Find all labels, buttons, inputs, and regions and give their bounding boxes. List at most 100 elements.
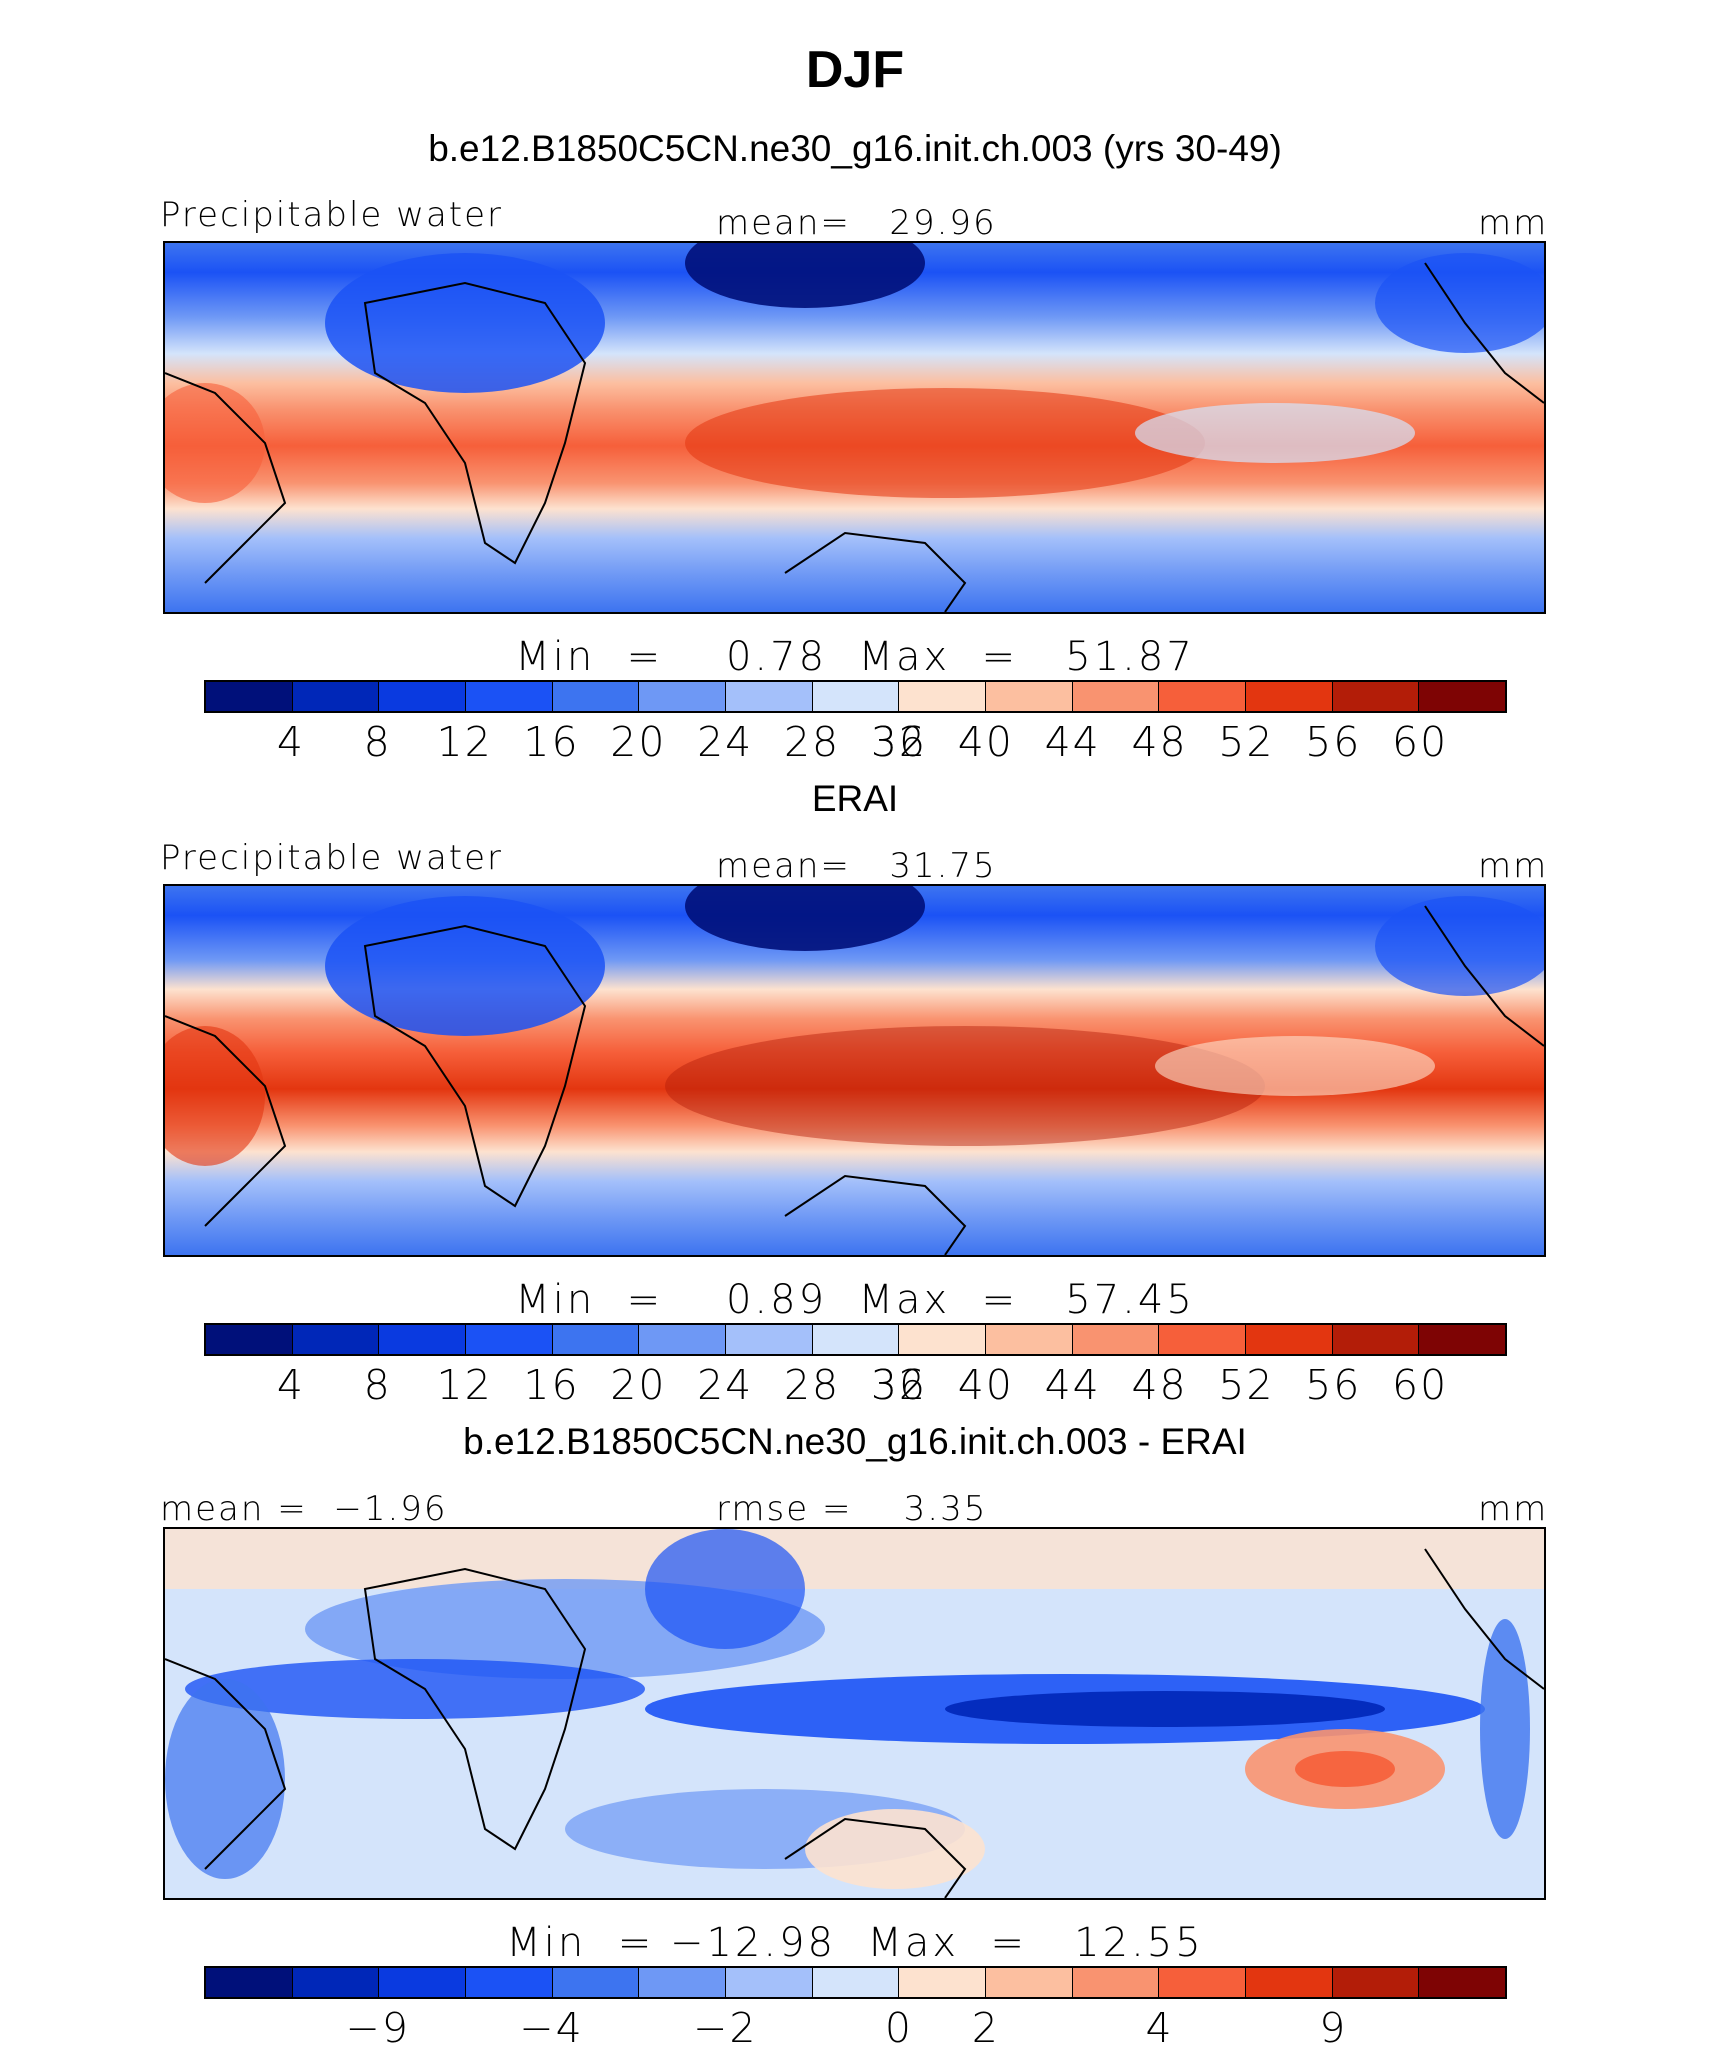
colorbar-tick-label: 9 — [1319, 2004, 1348, 2052]
colorbar-tick-label: 16 — [523, 718, 580, 766]
colorbar-tick-label: 4 — [276, 718, 305, 766]
panel-3-subtitle: b.e12.B1850C5CN.ne30_g16.init.ch.003 - E… — [463, 1421, 1247, 1462]
colorbar-segment — [1419, 682, 1506, 711]
colorbar-tick-label: 12 — [436, 718, 493, 766]
colorbar-segment — [812, 682, 900, 711]
colorbar-segment — [466, 1968, 553, 1997]
colorbar-segment — [1072, 682, 1160, 711]
colorbar-segment — [466, 1325, 553, 1354]
colorbar-tick-label: 52 — [1218, 1361, 1275, 1409]
colorbar-segment — [292, 1968, 380, 1997]
colorbar-segment — [726, 682, 813, 711]
colorbar-segment — [726, 1325, 813, 1354]
colorbar-segment — [552, 1968, 640, 1997]
colorbar-segment — [379, 682, 467, 711]
colorbar-segment — [1419, 1968, 1506, 1997]
colorbar-tick-label: 56 — [1305, 1361, 1362, 1409]
colorbar-segment — [1246, 1968, 1333, 1997]
colorbar-tick-label: 32 — [870, 1361, 928, 1409]
colorbar-tick-label: 8 — [363, 718, 392, 766]
colorbar-tick-label: 60 — [1392, 1361, 1449, 1409]
colorbar-segment — [899, 682, 987, 711]
panel-2-min-max: Min = 0.89 Max = 57.45 — [515, 1277, 1195, 1323]
colorbar-tick-label: 48 — [1131, 1361, 1188, 1409]
colorbar-segment — [1072, 1325, 1160, 1354]
colorbar-tick-label: 0 — [884, 2004, 913, 2052]
colorbar-tick-label: 44 — [1044, 1361, 1101, 1409]
colorbar-tick-label: 28 — [783, 1361, 841, 1409]
colorbar-tick-label: 40 — [957, 1361, 1014, 1409]
colorbar-tick-label: 56 — [1305, 718, 1362, 766]
colorbar-tick-label: 24 — [697, 1361, 754, 1409]
colorbar-segment — [552, 682, 640, 711]
panel-3-map — [163, 1527, 1546, 1900]
figure-title: DJF — [805, 41, 905, 99]
panel-1-subtitle: b.e12.B1850C5CN.ne30_g16.init.ch.003 (yr… — [428, 128, 1282, 169]
colorbar-segment — [206, 1968, 293, 1997]
colorbar-segment — [639, 682, 727, 711]
panel-3-min-max: Min = −12.98 Max = 12.55 — [506, 1920, 1204, 1966]
colorbar-tick-label: 28 — [783, 718, 841, 766]
panel-3-mean-label: mean = −1.96 — [160, 1489, 448, 1529]
colorbar-segment — [639, 1968, 727, 1997]
panel-2-colorbar — [204, 1323, 1507, 1356]
panel-3-units-label: mm — [1478, 1489, 1549, 1529]
panel-1-min-max: Min = 0.78 Max = 51.87 — [515, 634, 1195, 680]
colorbar-segment — [1419, 1325, 1506, 1354]
colorbar-segment — [206, 682, 293, 711]
colorbar-segment — [1072, 1968, 1160, 1997]
panel-2-mean-label: mean= 31.75 — [716, 846, 997, 886]
colorbar-tick-label: −9 — [345, 2004, 410, 2052]
colorbar-segment — [986, 682, 1073, 711]
colorbar-segment — [206, 1325, 293, 1354]
colorbar-segment — [726, 1968, 813, 1997]
colorbar-segment — [292, 682, 380, 711]
colorbar-tick-label: 44 — [1044, 718, 1101, 766]
colorbar-segment — [899, 1968, 987, 1997]
colorbar-segment — [1332, 1968, 1420, 1997]
colorbar-segment — [292, 1325, 380, 1354]
panel-1-mean-label: mean= 29.96 — [716, 203, 997, 243]
colorbar-segment — [986, 1325, 1073, 1354]
colorbar-tick-label: 20 — [610, 1361, 667, 1409]
colorbar-tick-label: 32 — [870, 718, 928, 766]
colorbar-segment — [552, 1325, 640, 1354]
colorbar-tick-label: 36 — [870, 1361, 928, 1409]
colorbar-tick-label: 16 — [523, 1361, 580, 1409]
colorbar-tick-label: −4 — [519, 2004, 584, 2052]
panel-3-rmse-label: rmse = 3.35 — [716, 1489, 988, 1529]
panel-2-units-label: mm — [1478, 846, 1549, 886]
colorbar-tick-label: 36 — [870, 718, 928, 766]
panel-2-variable-label: Precipitable water — [160, 838, 504, 878]
colorbar-segment — [379, 1325, 467, 1354]
colorbar-segment — [1332, 1325, 1420, 1354]
colorbar-tick-label: 52 — [1218, 718, 1275, 766]
colorbar-segment — [1246, 682, 1333, 711]
colorbar-segment — [812, 1325, 900, 1354]
colorbar-segment — [899, 1325, 987, 1354]
colorbar-tick-label: −2 — [692, 2004, 758, 2052]
panel-1-units-label: mm — [1478, 203, 1549, 243]
colorbar-segment — [1159, 1325, 1247, 1354]
colorbar-tick-label: 12 — [436, 1361, 493, 1409]
panel-2-subtitle: ERAI — [811, 778, 899, 819]
panel-2-map — [163, 884, 1546, 1257]
panel-1-variable-label: Precipitable water — [160, 195, 504, 235]
colorbar-tick-label: 2 — [971, 2004, 1000, 2052]
colorbar-segment — [812, 1968, 900, 1997]
colorbar-tick-label: 20 — [610, 718, 667, 766]
colorbar-tick-label: 40 — [957, 718, 1014, 766]
colorbar-segment — [1159, 1968, 1247, 1997]
panel-1-map — [163, 241, 1546, 614]
colorbar-segment — [639, 1325, 727, 1354]
colorbar-tick-label: 4 — [1145, 2004, 1174, 2052]
colorbar-tick-label: 60 — [1392, 718, 1449, 766]
colorbar-segment — [466, 682, 553, 711]
colorbar-segment — [379, 1968, 467, 1997]
colorbar-segment — [1246, 1325, 1333, 1354]
colorbar-segment — [986, 1968, 1073, 1997]
colorbar-tick-label: 4 — [276, 1361, 305, 1409]
colorbar-segment — [1332, 682, 1420, 711]
panel-1-colorbar — [204, 680, 1507, 713]
panel-3-colorbar — [204, 1966, 1507, 1999]
